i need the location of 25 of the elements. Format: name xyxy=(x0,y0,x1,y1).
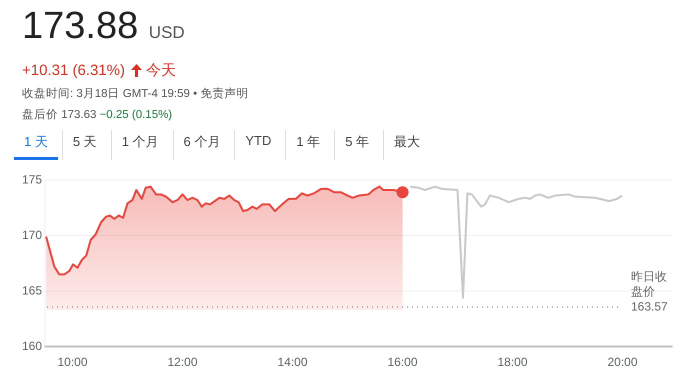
y-tick-label: 170 xyxy=(22,228,42,242)
x-tick-label: 20:00 xyxy=(607,355,638,370)
text: 最大 xyxy=(383,130,430,160)
text: 1 个月 xyxy=(110,130,169,160)
x-tick-label: 16:00 xyxy=(387,355,418,370)
text: 5 天 xyxy=(62,130,107,160)
chart-title: 173.88 USD xyxy=(22,4,186,49)
x-tick-label: 18:00 xyxy=(497,355,528,370)
text: 收盘时间: 3月18日 GMT-4 19:59 • 免责声明 xyxy=(22,86,248,101)
text: 1 天 xyxy=(14,130,58,160)
text: 盘后价 173.63 xyxy=(22,109,96,121)
ref-line-label: 昨日收盘价 163.57 xyxy=(631,269,668,314)
x-tick-label: 12:00 xyxy=(167,355,198,370)
text: 6 个月 xyxy=(172,130,230,160)
x-tick-label: 14:00 xyxy=(277,355,308,370)
x-tick-label: 10:00 xyxy=(57,355,88,370)
chart-subtitle: +10.31 (6.31%) xyxy=(22,62,125,79)
text: 今天 xyxy=(146,61,176,80)
y-tick-label: 165 xyxy=(22,283,42,298)
y-tick-label: 160 xyxy=(22,338,42,353)
y-tick-label: 175 xyxy=(22,172,42,186)
text: 5 年 xyxy=(334,130,380,160)
text: −0.25 (0.15%) xyxy=(100,109,172,121)
text: 1 年 xyxy=(285,130,330,160)
text: YTD xyxy=(234,130,282,160)
